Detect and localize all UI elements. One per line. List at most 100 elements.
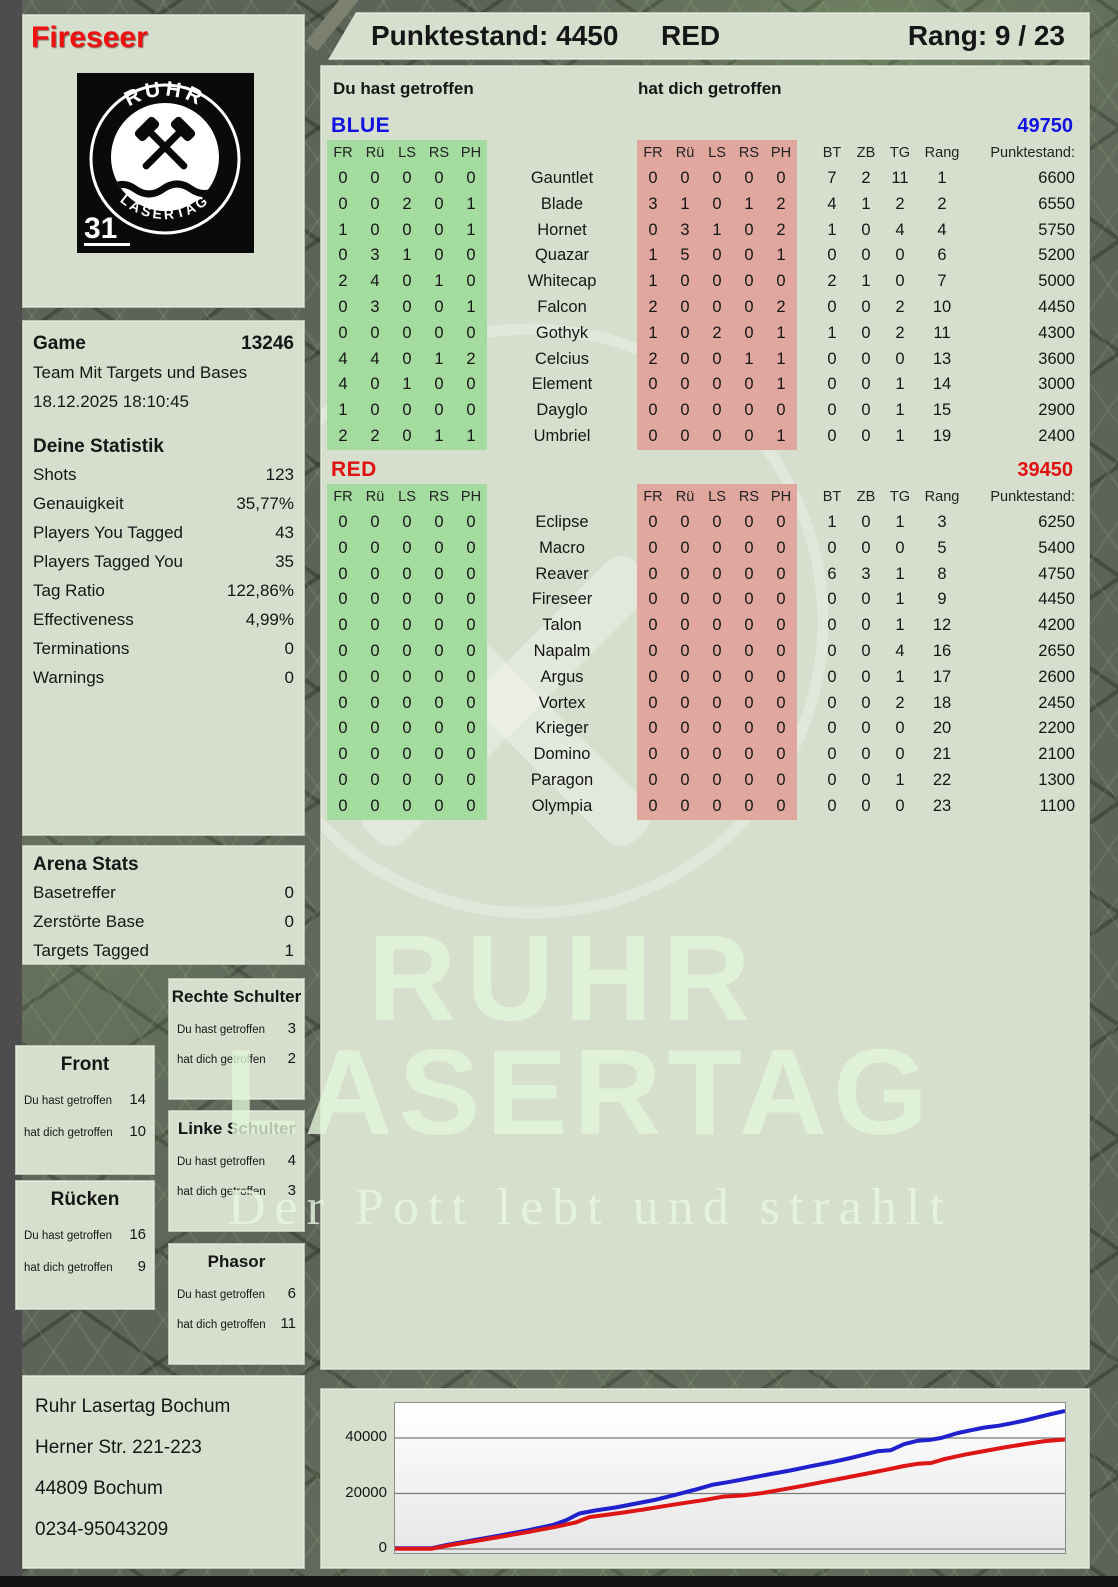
rang-cell: 16 — [932, 641, 952, 660]
you-hit-cell: 0 — [455, 535, 487, 562]
player-name: Gothyk — [535, 323, 589, 342]
hit-you-cell: 1 — [637, 320, 669, 347]
zb-cell: 0 — [861, 375, 871, 394]
you-hit-cell: 0 — [423, 510, 455, 536]
rang-cell: 21 — [932, 745, 952, 764]
player-name: Element — [531, 375, 593, 394]
zone-you-row: Du hast getroffen 14 — [16, 1091, 154, 1108]
rang-cell: 9 — [937, 590, 947, 609]
stat-label: Players You Tagged — [33, 522, 183, 542]
you-hit-cell: 0 — [391, 664, 423, 691]
address-line: 44809 Bochum — [35, 1478, 163, 1499]
hit-you-cell: 0 — [733, 423, 765, 450]
rang-cell: 23 — [932, 796, 952, 815]
column-header: RS — [733, 484, 765, 510]
club-logo: RUHR LASERTAG 31 — [77, 73, 254, 258]
stat-value: 35 — [275, 551, 294, 571]
column-header: PH — [765, 140, 797, 166]
hit-you-cell: 0 — [701, 294, 733, 321]
stat-row: Warnings 0 — [23, 663, 304, 692]
tg-cell: 11 — [891, 169, 909, 187]
hit-you-cell: 0 — [733, 561, 765, 588]
you-hit-cell: 1 — [423, 346, 455, 373]
zone-you-label: Du hast getroffen — [177, 1156, 266, 1168]
tg-cell: 1 — [895, 667, 905, 686]
column-header: RS — [423, 140, 455, 166]
you-hit-cell: 0 — [391, 561, 423, 588]
column-header: RS — [733, 140, 765, 166]
spacer — [797, 794, 815, 820]
you-hit-cell: 0 — [391, 535, 423, 562]
zb-cell: 0 — [861, 616, 871, 635]
zb-cell: 0 — [861, 246, 871, 265]
team-name-blue: BLUE — [331, 114, 391, 137]
you-hit-cell: 0 — [391, 217, 423, 244]
stat-value: 1 — [284, 940, 294, 960]
address-line: 0234-95043209 — [35, 1519, 169, 1540]
hit-you-cell: 0 — [765, 638, 797, 665]
stat-label: Terminations — [33, 638, 130, 658]
you-hit-cell: 0 — [455, 372, 487, 399]
hit-you-cell: 2 — [765, 294, 797, 321]
you-hit-cell: 1 — [455, 191, 487, 218]
punktestand-cell: 2450 — [1038, 693, 1075, 712]
you-hit-cell: 0 — [391, 269, 423, 295]
spacer — [797, 691, 815, 717]
stat-label: Genauigkeit — [33, 493, 124, 513]
player-name: Hornet — [537, 220, 587, 239]
rang-cell: 6 — [937, 246, 947, 265]
zb-cell: 0 — [861, 220, 871, 239]
hit-you-cell: 0 — [701, 269, 733, 295]
zb-cell: 0 — [861, 538, 871, 557]
you-hit-cell: 0 — [423, 767, 455, 794]
you-hit-cell: 0 — [391, 613, 423, 639]
game-datetime: 18.12.2025 18:10:45 — [33, 392, 189, 411]
you-hit-cell: 0 — [359, 372, 391, 399]
bt-cell: 0 — [827, 401, 837, 420]
bt-cell: 1 — [827, 323, 837, 342]
rang-cell: 22 — [932, 770, 952, 789]
chart-line-blue — [395, 1408, 1066, 1551]
tg-cell: 0 — [895, 745, 905, 764]
hit-you-cell: 0 — [669, 535, 701, 562]
zb-cell: 3 — [861, 564, 871, 583]
column-header-name — [487, 140, 637, 166]
you-hit-cell: 2 — [327, 269, 359, 295]
zb-cell: 1 — [861, 272, 871, 291]
player-name: Paragon — [530, 770, 594, 789]
column-header: BT — [822, 489, 842, 505]
hit-you-cell: 0 — [637, 561, 669, 588]
you-hit-cell: 0 — [423, 793, 455, 820]
you-hit-cell: 0 — [359, 716, 391, 743]
chart-line-red — [395, 1437, 1066, 1551]
player-name-title: Fireseer — [31, 21, 148, 54]
you-hit-cell: 1 — [391, 372, 423, 399]
you-hit-cell: 1 — [423, 269, 455, 295]
you-hit-cell: 0 — [391, 587, 423, 614]
spacer — [797, 768, 815, 794]
hit-you-cell: 1 — [701, 217, 733, 244]
punktestand-cell: 6250 — [1038, 513, 1075, 531]
hit-you-cell: 0 — [765, 613, 797, 639]
team-score-blue: 49750 — [1017, 114, 1073, 137]
team-section-blue: BLUE 49750 FR Rü LS RS PH FR Rü LS RS PH BT ZB TG Ran… — [327, 112, 1079, 450]
hit-you-cell: 0 — [733, 638, 765, 665]
spacer — [797, 321, 815, 347]
you-hit-cell: 0 — [455, 587, 487, 614]
spacer — [797, 665, 815, 691]
you-hit-cell: 0 — [455, 793, 487, 820]
zone-you-label: Du hast getroffen — [177, 1289, 266, 1301]
spacer — [797, 372, 815, 398]
hit-you-column-label: hat dich getroffen — [638, 79, 782, 98]
punktestand-cell: 1300 — [1038, 770, 1075, 789]
stat-row: Shots 123 — [23, 460, 304, 489]
zone-me-value: 11 — [280, 1315, 296, 1332]
you-hit-cell: 0 — [391, 716, 423, 743]
hit-you-cell: 0 — [765, 510, 797, 536]
player-name: Reaver — [535, 564, 589, 583]
address-line: Ruhr Lasertag Bochum — [35, 1396, 231, 1417]
hit-you-cell: 0 — [701, 742, 733, 768]
spacer — [797, 398, 815, 424]
you-hit-cell: 1 — [327, 217, 359, 244]
stat-label: Effectiveness — [33, 609, 134, 629]
